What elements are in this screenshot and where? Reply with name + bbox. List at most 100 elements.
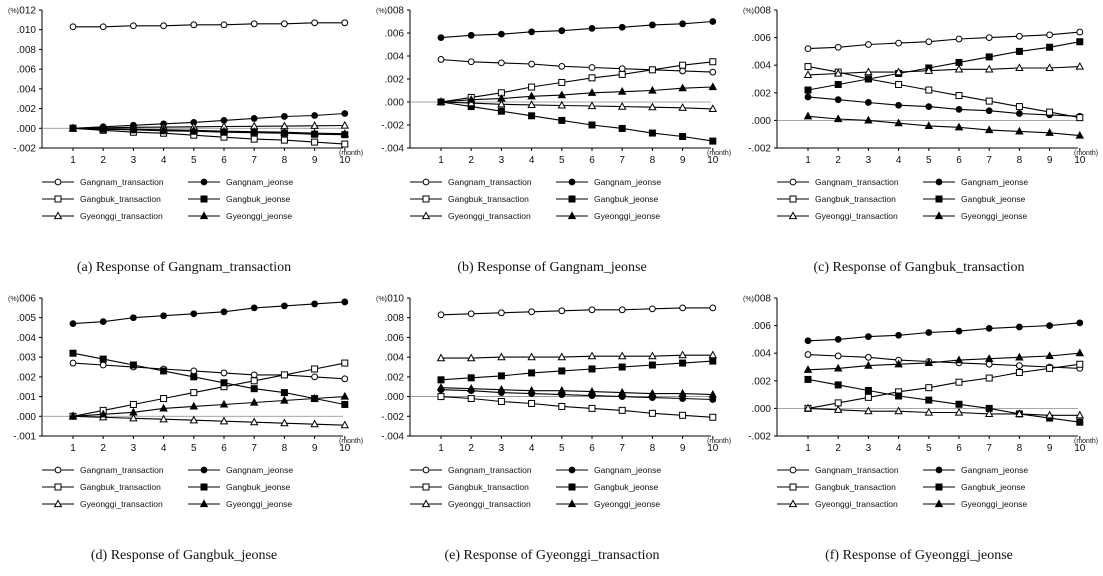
legend-marker bbox=[421, 211, 431, 220]
x-tick-label: 7 bbox=[986, 443, 992, 454]
legend-marker bbox=[935, 178, 943, 186]
data-point bbox=[834, 43, 842, 51]
data-point bbox=[129, 124, 138, 133]
x-tick-label: 4 bbox=[896, 155, 902, 166]
legend-label: Gyeonggi_jeonse bbox=[961, 499, 1027, 509]
chart-caption: (b) Response of Gangnam_jeonse bbox=[457, 260, 647, 275]
legend-label: Gangnam_transaction bbox=[80, 465, 164, 475]
x-tick-label: 8 bbox=[650, 155, 656, 166]
legend-label: Gyeonggi_transaction bbox=[448, 211, 531, 221]
data-point bbox=[924, 121, 934, 130]
data-point bbox=[341, 140, 349, 148]
y-tick-label: .004 bbox=[17, 84, 37, 95]
series-line bbox=[807, 66, 1080, 76]
data-point bbox=[497, 352, 506, 361]
y-tick-label: .000 bbox=[385, 98, 405, 109]
data-point bbox=[558, 27, 566, 35]
legend-marker bbox=[567, 211, 577, 220]
chart-legend: Gangnam_transaction Gangnam_jeonse Gangbuk… bbox=[777, 177, 1028, 221]
legend-entry: Gangbuk_transaction bbox=[410, 194, 529, 204]
data-point bbox=[1015, 126, 1024, 135]
y-tick-label: -.001 bbox=[13, 432, 36, 443]
data-point bbox=[678, 388, 687, 397]
data-point bbox=[1075, 348, 1085, 357]
y-tick-label: .000 bbox=[385, 392, 405, 403]
chart-legend: Gangnam_transaction Gangnam_jeonse Gangbuk… bbox=[42, 465, 293, 509]
legend-entry: Gangnam_transaction bbox=[777, 465, 899, 475]
data-point bbox=[587, 88, 597, 96]
legend-label: Gangnam_transaction bbox=[815, 177, 899, 187]
data-point bbox=[557, 100, 567, 109]
data-point bbox=[466, 353, 476, 362]
data-point bbox=[528, 112, 536, 120]
series-line bbox=[807, 66, 1080, 119]
y-tick-label: .008 bbox=[752, 6, 772, 17]
y-tick-label: .000 bbox=[17, 124, 37, 135]
data-point bbox=[311, 112, 319, 119]
data-point bbox=[99, 23, 107, 31]
legend-label: Gangbuk_jeonse bbox=[594, 194, 659, 204]
series-line bbox=[807, 354, 1080, 369]
data-point bbox=[311, 19, 319, 27]
data-point bbox=[834, 381, 842, 389]
y-tick-label: .008 bbox=[385, 313, 405, 324]
series-gyeonggi-jeonse bbox=[436, 82, 718, 106]
legend-marker bbox=[54, 195, 62, 203]
series-line bbox=[807, 115, 1080, 137]
x-unit-label: (month) bbox=[339, 438, 363, 445]
data-point bbox=[985, 97, 993, 105]
data-point bbox=[1015, 369, 1023, 377]
series-gangnam-jeonse bbox=[69, 298, 349, 328]
legend-marker bbox=[200, 195, 208, 203]
data-point bbox=[527, 386, 536, 394]
data-point bbox=[708, 82, 718, 91]
legend-marker bbox=[54, 483, 62, 491]
x-tick-label: 1 bbox=[70, 443, 76, 454]
chart-panel-a: (%) .012 .010 .008 .006 .004 .002 .000 -.002 1 2 3 4… bbox=[0, 0, 368, 288]
legend-label: Gangnam_transaction bbox=[815, 465, 899, 475]
legend-marker bbox=[53, 211, 63, 220]
chart-e-svg: (%).010 .008 .006 .004 .002 .000 -.002 -.004 1 2 3… bbox=[376, 294, 731, 510]
data-point bbox=[865, 353, 872, 361]
y-tick-label: .008 bbox=[17, 45, 37, 56]
data-point bbox=[311, 365, 319, 373]
y-tick-label: .004 bbox=[17, 333, 37, 344]
legend-entry: Gyeonggi_jeonse bbox=[923, 499, 1027, 509]
data-point bbox=[340, 420, 350, 429]
series-gangbuk-jeonse bbox=[437, 357, 717, 384]
data-point bbox=[894, 406, 903, 415]
y-tick-label: .008 bbox=[752, 294, 772, 305]
data-point bbox=[648, 388, 657, 397]
data-point bbox=[68, 123, 78, 132]
data-point bbox=[1075, 410, 1085, 419]
series-gangnam-transaction bbox=[804, 28, 1084, 53]
data-point bbox=[341, 110, 349, 117]
y-tick-label: .002 bbox=[385, 372, 405, 383]
chart-caption: (c) Response of Gangbuk_transaction bbox=[813, 260, 1025, 275]
data-point bbox=[1046, 108, 1054, 116]
data-point bbox=[954, 122, 964, 131]
data-point bbox=[925, 103, 933, 110]
data-point bbox=[1046, 31, 1054, 39]
legend-label: Gangnam_jeonse bbox=[226, 465, 293, 475]
data-point bbox=[924, 66, 934, 74]
data-point bbox=[1016, 362, 1023, 370]
data-point bbox=[498, 59, 505, 67]
data-point bbox=[803, 111, 813, 120]
legend-entry: Gyeonggi_transaction bbox=[410, 499, 531, 509]
data-point bbox=[984, 125, 994, 134]
x-tick-label: 7 bbox=[251, 443, 257, 454]
data-point bbox=[709, 357, 717, 365]
data-point bbox=[250, 377, 258, 385]
data-point bbox=[864, 115, 873, 124]
data-point bbox=[924, 358, 934, 366]
data-point bbox=[804, 337, 812, 345]
data-point bbox=[1015, 47, 1023, 55]
data-point bbox=[498, 30, 505, 38]
x-unit-label: (month) bbox=[707, 150, 731, 157]
legend-label: Gangnam_transaction bbox=[448, 465, 532, 475]
x-tick-label: 2 bbox=[835, 155, 841, 166]
data-point bbox=[160, 312, 168, 320]
y-tick-label: -.002 bbox=[13, 144, 36, 155]
data-point bbox=[437, 56, 445, 63]
